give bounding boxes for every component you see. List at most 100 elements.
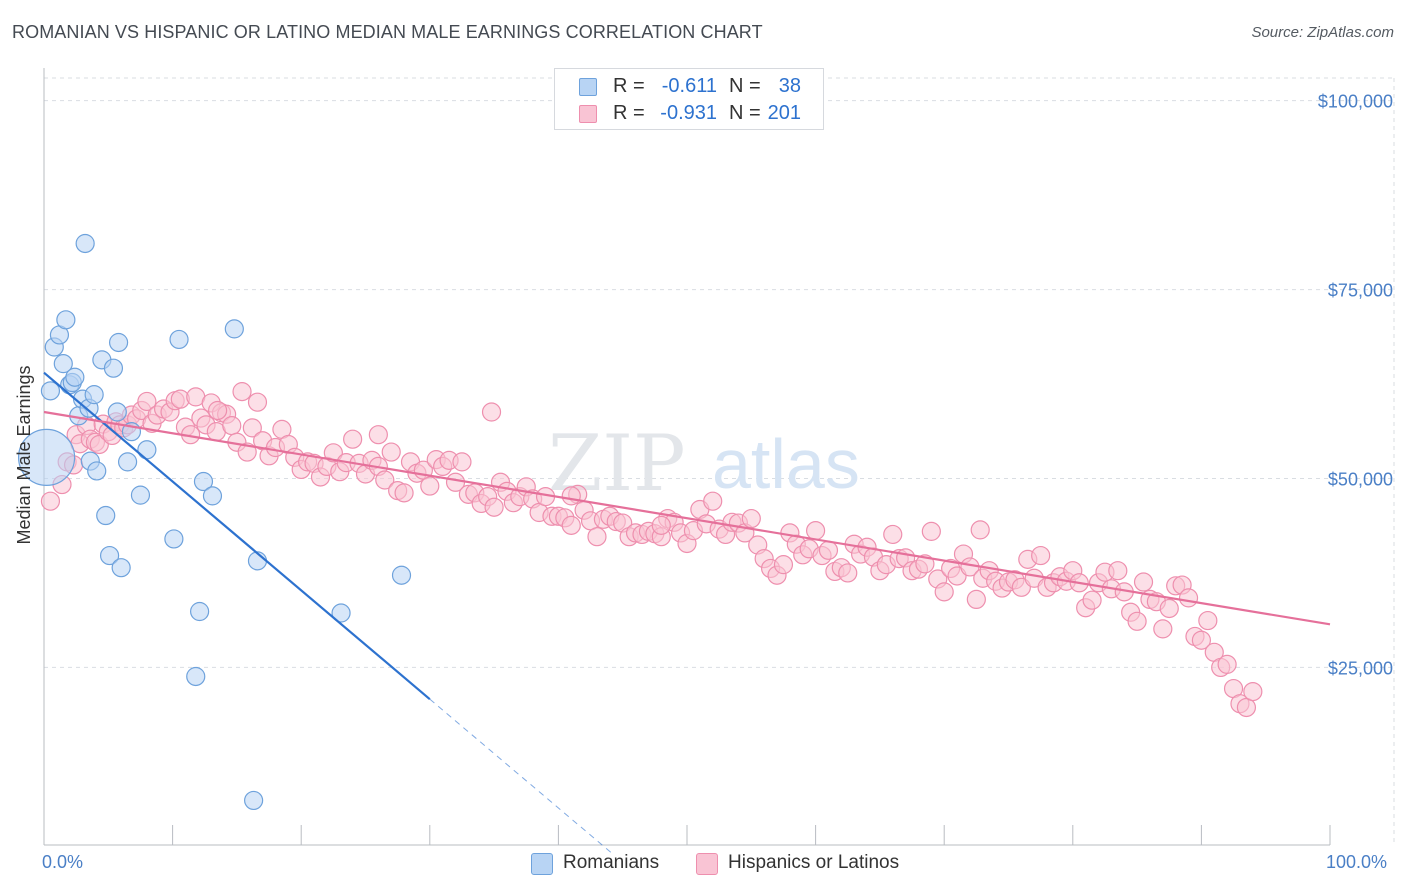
source-label: Source: ZipAtlas.com (1251, 24, 1394, 41)
legend-row-hispanics: R = -0.931 N = 201 (555, 101, 823, 127)
romanians-legend-label: Romanians (563, 852, 660, 873)
romanian-point (103, 358, 124, 378)
hispanic-point (343, 429, 363, 449)
hispanic-point (587, 527, 607, 547)
romanian-point (75, 233, 95, 254)
romanian-point (137, 440, 157, 460)
n-value: 38 (778, 75, 801, 97)
hispanic-point (394, 483, 414, 503)
watermark-atlas: atlas (712, 425, 860, 503)
romanian-point (111, 558, 131, 578)
hispanic-point (1127, 611, 1147, 631)
hispanic-point (208, 400, 228, 421)
hispanic-point (1243, 681, 1263, 702)
hispanic-point (1082, 590, 1102, 610)
hispanic-point (375, 470, 395, 490)
romanian-point (190, 601, 210, 622)
romanian-point (53, 354, 73, 374)
n-label: N = (729, 75, 761, 97)
trend-lines (43, 371, 1331, 855)
r-label: R = (613, 75, 645, 97)
hispanic-point (838, 563, 858, 583)
romanians-legend-swatch (531, 853, 553, 875)
r-label: R = (613, 102, 645, 124)
hispanic-point (452, 452, 472, 472)
y-tick-label: $100,000 (1318, 92, 1393, 112)
romanian-point (169, 329, 189, 350)
romanian-point (202, 486, 223, 506)
romanian-point (193, 471, 214, 492)
hispanic-point (1159, 598, 1179, 619)
y-tick-label: $50,000 (1328, 470, 1393, 490)
hispanic-point (247, 392, 268, 412)
chart-title: ROMANIAN VS HISPANIC OR LATINO MEDIAN MA… (12, 22, 763, 42)
romanian-point (117, 452, 138, 472)
hispanic-point (1108, 561, 1128, 581)
hispanic-point (805, 521, 826, 541)
hispanic-point (561, 486, 581, 506)
hispanic-point (921, 521, 941, 541)
romanian-point (164, 529, 184, 549)
hispanic-point (40, 491, 61, 511)
hispanic-point (966, 589, 986, 610)
hispanic-point (773, 555, 794, 575)
romanian-point (99, 545, 120, 566)
hispanic-point (1198, 610, 1218, 631)
romanians-swatch (579, 78, 597, 96)
correlation-legend: R = -0.611 N = 38 R = -0.931 N = 201 (554, 68, 824, 130)
hispanic-trend-line (43, 410, 1331, 626)
x-tick-label-max: 100.0% (1326, 852, 1388, 872)
hispanic-point (242, 418, 262, 438)
hispanic-point (1031, 545, 1051, 566)
romanian-point (108, 332, 129, 353)
r-value: -0.611 (661, 75, 717, 97)
romanian-trend-extension (429, 698, 613, 855)
x-tick-label-min: 0.0% (42, 852, 84, 872)
hispanic-point (323, 443, 343, 463)
romanian-point (17, 428, 76, 486)
romanian-points (17, 233, 412, 811)
hispanic-point (484, 497, 504, 517)
romanian-point (130, 485, 151, 505)
hispanic-point (934, 582, 954, 602)
y-tick-label: $75,000 (1328, 281, 1393, 301)
hispanic-point (703, 491, 723, 511)
axes (43, 68, 1331, 846)
romanian-point (84, 385, 104, 405)
y-tick-label: $25,000 (1328, 658, 1393, 678)
romanian-point (40, 381, 61, 401)
hispanic-point (1191, 630, 1212, 650)
romanian-point (186, 666, 206, 687)
hispanic-point (237, 442, 257, 462)
romanian-point (65, 367, 85, 387)
romanian-point (56, 310, 76, 330)
hispanic-point (1133, 572, 1154, 592)
hispanics-swatch (579, 105, 597, 123)
n-value: 201 (767, 102, 801, 124)
romanian-point (244, 790, 264, 811)
hispanic-point (883, 524, 903, 545)
hispanic-point (222, 416, 242, 436)
romanian-point (96, 505, 116, 526)
romanian-point (87, 461, 107, 481)
hispanic-point (741, 508, 761, 529)
hispanic-point (651, 515, 671, 535)
romanian-point (107, 402, 127, 422)
hispanic-point (481, 402, 502, 422)
hispanic-point (368, 425, 388, 445)
hispanic-points (40, 382, 1263, 718)
romanian-point (391, 565, 412, 585)
n-label: N = (729, 102, 761, 124)
hispanic-point (420, 476, 440, 496)
hispanic-point (1217, 654, 1237, 674)
hispanic-point (915, 554, 935, 574)
hispanic-point (1153, 619, 1173, 639)
romanian-point (331, 603, 351, 623)
r-value: -0.931 (660, 102, 717, 124)
hispanic-point (381, 442, 401, 462)
hispanic-point (970, 520, 990, 540)
romanian-trend-line (43, 371, 431, 700)
hispanics-legend-swatch (696, 853, 718, 875)
romanian-point (224, 319, 244, 339)
